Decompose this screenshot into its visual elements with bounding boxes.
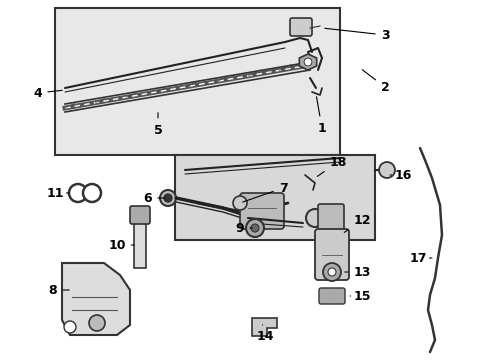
FancyBboxPatch shape (240, 193, 284, 229)
Circle shape (89, 315, 105, 331)
Circle shape (304, 58, 311, 66)
Bar (175, 155, 374, 240)
Polygon shape (62, 263, 130, 335)
Circle shape (160, 190, 176, 206)
Text: 13: 13 (344, 266, 370, 279)
Text: 7: 7 (242, 181, 287, 202)
Text: 18: 18 (317, 156, 346, 176)
Circle shape (69, 184, 87, 202)
Text: 16: 16 (389, 168, 411, 181)
Circle shape (232, 196, 246, 210)
Text: 9: 9 (235, 221, 252, 234)
FancyBboxPatch shape (130, 206, 150, 224)
Circle shape (250, 224, 259, 232)
Bar (134, 220, 146, 268)
Text: 1: 1 (316, 97, 325, 135)
FancyBboxPatch shape (314, 229, 348, 280)
Text: 11: 11 (46, 186, 69, 199)
Text: 15: 15 (349, 289, 370, 302)
Text: 3: 3 (324, 28, 388, 41)
Bar (55, 8, 339, 155)
Polygon shape (251, 318, 276, 336)
Text: 5: 5 (153, 113, 162, 136)
Circle shape (163, 194, 172, 202)
Text: 2: 2 (362, 70, 388, 94)
Text: 12: 12 (344, 213, 370, 233)
Text: 14: 14 (256, 325, 273, 343)
Circle shape (327, 268, 335, 276)
Text: 8: 8 (49, 284, 69, 297)
Text: 4: 4 (34, 86, 62, 99)
Text: 17: 17 (408, 252, 431, 265)
Circle shape (64, 321, 76, 333)
Circle shape (323, 263, 340, 281)
Polygon shape (299, 54, 316, 70)
FancyBboxPatch shape (289, 18, 311, 36)
Circle shape (305, 209, 324, 227)
Text: 6: 6 (143, 192, 165, 204)
Text: 10: 10 (108, 239, 134, 252)
Circle shape (245, 219, 264, 237)
FancyBboxPatch shape (317, 204, 343, 236)
Circle shape (83, 184, 101, 202)
FancyBboxPatch shape (318, 288, 345, 304)
Circle shape (378, 162, 394, 178)
